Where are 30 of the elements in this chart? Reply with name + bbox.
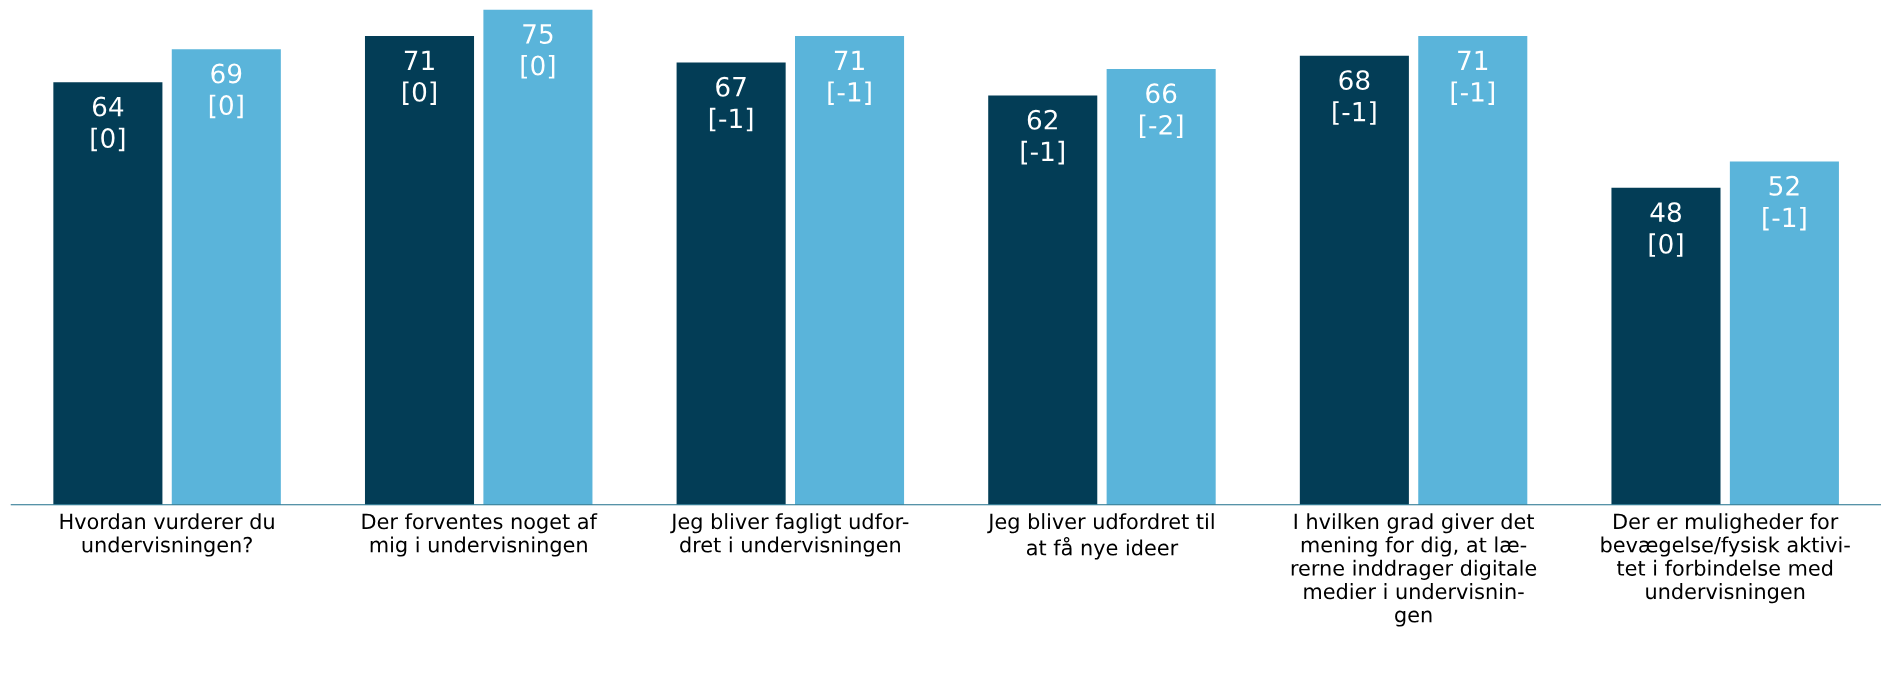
- x-tick-label: I hvilken grad giver det mening for dig, at læ- rerne inddrager digitale medier i undervisnin- gen: [1291, 513, 1537, 627]
- x-tick-label: Hvordan vurderer du undervisningen?: [60, 513, 274, 557]
- data-label: 68 [-1]: [1333, 70, 1376, 125]
- bar: [1729, 161, 1839, 505]
- bar: [676, 62, 786, 505]
- data-label: 67 [-1]: [709, 76, 753, 132]
- data-label: 52 [-1]: [1763, 175, 1806, 231]
- data-label: 71 [-1]: [828, 50, 871, 105]
- bar: [483, 9, 593, 505]
- bar: [795, 35, 905, 505]
- data-label: 75 [0]: [521, 24, 555, 79]
- bar: [1418, 35, 1528, 505]
- x-tick-label: Der forventes noget af mig i undervisningen: [362, 513, 598, 557]
- data-label: 48 [0]: [1649, 202, 1683, 257]
- bar: [1299, 55, 1409, 505]
- bar: [988, 95, 1098, 505]
- data-label: 66 [-2]: [1139, 83, 1183, 138]
- bar: [1106, 69, 1216, 505]
- data-label: 71 [0]: [403, 50, 436, 105]
- data-label: 71 [-1]: [1451, 50, 1494, 105]
- x-tick-label: Jeg bliver udfordret til at få nye ideer: [987, 513, 1214, 560]
- bar: [53, 82, 163, 505]
- bar: [364, 35, 475, 505]
- bar: [171, 49, 281, 505]
- bar: [1611, 187, 1721, 505]
- data-label: 69 [0]: [209, 63, 243, 119]
- x-tick-label: Der er muligheder for bevægelse/fysisk aktivi- tet i forbindelse med undervisningen: [1601, 513, 1850, 604]
- data-label: 64 [0]: [91, 96, 125, 152]
- x-tick-label: Jeg bliver fagligt udfor- dret i undervisningen: [670, 513, 909, 557]
- data-label: 62 [-1]: [1021, 109, 1064, 165]
